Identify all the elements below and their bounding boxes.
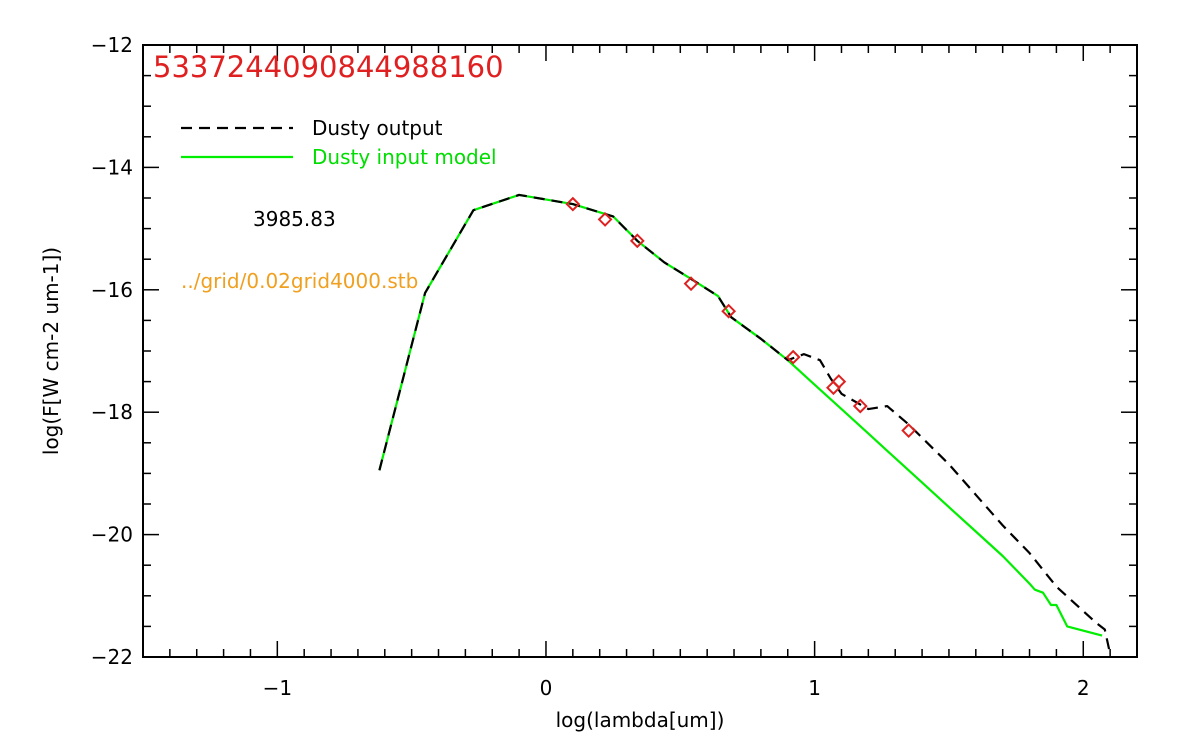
y-tick-label: −12 [91, 33, 133, 57]
data-point-diamond [565, 196, 581, 212]
series-layer [378, 193, 1112, 655]
data-point-diamond [629, 233, 645, 249]
legend-label-dusty-input-model: Dusty input model [312, 145, 497, 169]
tick-layer [142, 44, 1138, 658]
annotation-temperature: 3985.83 [253, 207, 336, 231]
x-tick-label: 0 [540, 676, 553, 700]
data-point-diamond [721, 303, 737, 319]
y-tick-label: −22 [91, 645, 133, 669]
x-tick-label: 2 [1077, 676, 1090, 700]
y-tick-label: −20 [91, 523, 133, 547]
data-point-diamond [597, 212, 613, 227]
legend-label-dusty-output: Dusty output [312, 116, 443, 140]
y-tick-label: −14 [91, 155, 133, 179]
data-point-diamond [785, 349, 801, 365]
legend: Dusty output Dusty input model [181, 116, 497, 169]
series-line-dusty-input-model [378, 193, 1103, 637]
chart-title: 5337244090844988160 [153, 50, 504, 84]
annotation-grid-file: ../grid/0.02grid4000.stb [181, 269, 418, 293]
x-axis-label: log(lambda[um]) [556, 708, 725, 732]
y-tick-label: −16 [91, 278, 133, 302]
x-tick-label: −1 [263, 676, 292, 700]
x-tick-label: 1 [808, 676, 821, 700]
data-point-diamond [683, 276, 699, 292]
y-tick-label: −18 [91, 400, 133, 424]
y-axis-label: log(F[W cm-2 um-1]) [39, 247, 63, 455]
data-point-diamond [901, 423, 917, 438]
plot-frame [142, 44, 1138, 658]
series-line-dusty-output [378, 193, 1112, 655]
tick-label-layer: −1 0 1 2 −12 −14 −16 −18 −20 −22 [91, 33, 1090, 700]
data-point-diamond [831, 374, 847, 390]
data-point-diamond [852, 398, 868, 414]
marker-layer [565, 196, 917, 438]
